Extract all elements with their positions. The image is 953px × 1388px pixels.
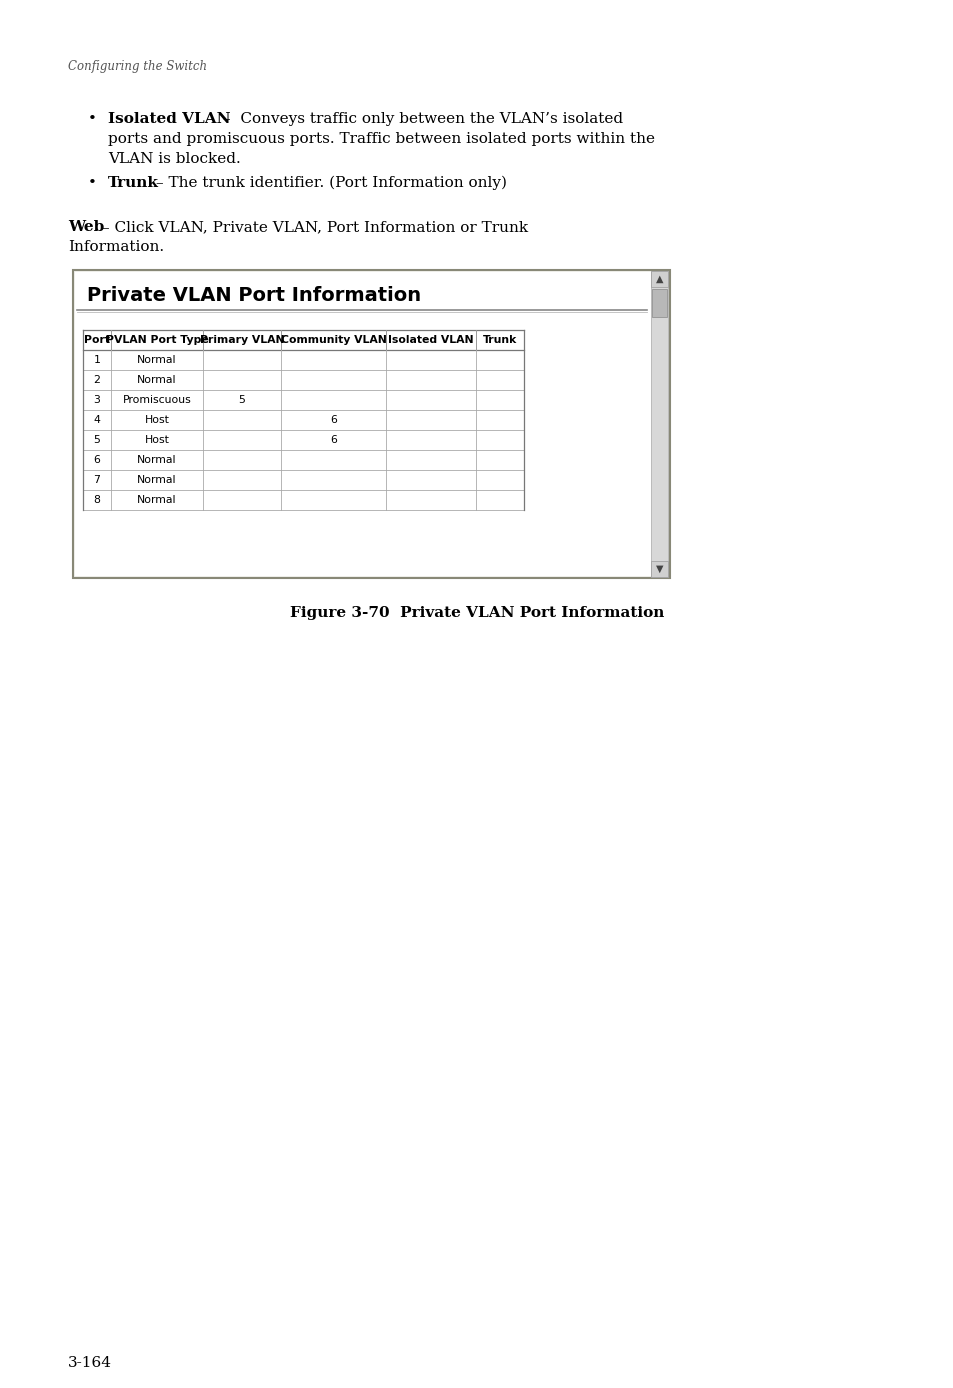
Text: ports and promiscuous ports. Traffic between isolated ports within the: ports and promiscuous ports. Traffic bet… xyxy=(108,132,655,146)
Text: –  Conveys traffic only between the VLAN’s isolated: – Conveys traffic only between the VLAN’… xyxy=(223,112,622,126)
Text: – Click VLAN, Private VLAN, Port Information or Trunk: – Click VLAN, Private VLAN, Port Informa… xyxy=(102,221,528,235)
Text: 5: 5 xyxy=(238,396,245,405)
Bar xyxy=(650,271,667,287)
Text: Figure 3-70  Private VLAN Port Information: Figure 3-70 Private VLAN Port Informatio… xyxy=(290,607,663,620)
Text: 5: 5 xyxy=(93,434,100,446)
Text: Host: Host xyxy=(145,415,170,425)
Text: 3: 3 xyxy=(93,396,100,405)
Text: Web: Web xyxy=(68,221,104,235)
Text: Normal: Normal xyxy=(137,475,176,484)
Text: Port: Port xyxy=(84,335,110,346)
Text: Trunk: Trunk xyxy=(108,176,159,190)
Text: 2: 2 xyxy=(93,375,100,384)
Text: Community VLAN: Community VLAN xyxy=(280,335,386,346)
Text: Normal: Normal xyxy=(137,455,176,465)
Bar xyxy=(73,271,669,577)
Text: 7: 7 xyxy=(93,475,100,484)
Text: Primary VLAN: Primary VLAN xyxy=(199,335,284,346)
Text: Normal: Normal xyxy=(137,355,176,365)
Text: Isolated VLAN: Isolated VLAN xyxy=(108,112,231,126)
Bar xyxy=(650,561,667,577)
Bar xyxy=(650,271,667,577)
Text: ▼: ▼ xyxy=(655,564,662,575)
Text: 3-164: 3-164 xyxy=(68,1356,112,1370)
Text: •: • xyxy=(88,176,97,190)
Text: Host: Host xyxy=(145,434,170,446)
Text: 8: 8 xyxy=(93,496,100,505)
Bar xyxy=(651,289,666,316)
Text: – The trunk identifier. (Port Information only): – The trunk identifier. (Port Informatio… xyxy=(156,176,506,190)
Bar xyxy=(75,272,650,576)
Text: Configuring the Switch: Configuring the Switch xyxy=(68,60,207,74)
Text: Normal: Normal xyxy=(137,375,176,384)
Text: Trunk: Trunk xyxy=(482,335,517,346)
Text: 6: 6 xyxy=(93,455,100,465)
Text: Private VLAN Port Information: Private VLAN Port Information xyxy=(87,286,420,305)
Text: Promiscuous: Promiscuous xyxy=(123,396,192,405)
Text: 4: 4 xyxy=(93,415,100,425)
Text: Normal: Normal xyxy=(137,496,176,505)
Text: 6: 6 xyxy=(330,415,336,425)
Text: PVLAN Port Type: PVLAN Port Type xyxy=(106,335,208,346)
Text: VLAN is blocked.: VLAN is blocked. xyxy=(108,153,240,167)
Text: Isolated VLAN: Isolated VLAN xyxy=(388,335,474,346)
Text: ▲: ▲ xyxy=(655,273,662,285)
Text: 6: 6 xyxy=(330,434,336,446)
Text: •: • xyxy=(88,112,97,126)
Text: Information.: Information. xyxy=(68,240,164,254)
Text: 1: 1 xyxy=(93,355,100,365)
